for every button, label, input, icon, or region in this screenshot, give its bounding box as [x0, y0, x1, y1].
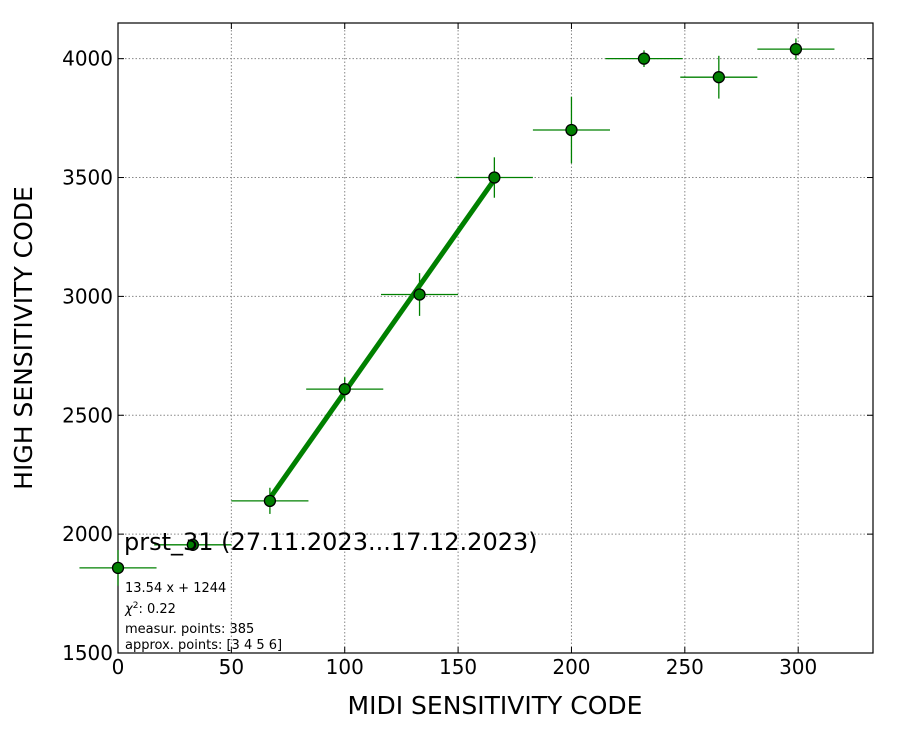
- chi-squared-label: χ2: 0.22: [124, 601, 176, 617]
- y-tick-label: 3500: [62, 166, 113, 190]
- measur-points-note: measur. points: 385: [125, 622, 254, 637]
- chi-squared-value: : 0.22: [138, 602, 175, 617]
- x-tick-label: 50: [219, 655, 244, 679]
- x-tick-label: 300: [779, 655, 817, 679]
- data-point: [712, 71, 725, 84]
- x-tick-label: 0: [112, 655, 125, 679]
- plot-frame: [117, 22, 874, 654]
- data-point: [263, 494, 277, 507]
- approx-points-note: approx. points: [3 4 5 6]: [125, 638, 282, 653]
- fit-line: [267, 178, 497, 500]
- data-point: [789, 43, 803, 56]
- x-axis-title: MIDI SENSITIVITY CODE: [348, 691, 643, 720]
- data-point: [111, 561, 125, 575]
- fit-equation: 13.54 x + 1244: [125, 581, 226, 596]
- x-tick-label: 200: [552, 655, 590, 679]
- data-point: [338, 382, 351, 396]
- data-point: [488, 171, 501, 184]
- data-point: [565, 123, 578, 137]
- y-tick-label: 2500: [62, 403, 113, 427]
- y-axis-title: HIGH SENSITIVITY CODE: [9, 186, 38, 490]
- data-point: [413, 288, 426, 301]
- data-point: [637, 52, 651, 65]
- y-tick-label: 1500: [62, 641, 113, 665]
- y-tick-label: 4000: [62, 47, 113, 71]
- x-tick-label: 250: [666, 655, 704, 679]
- x-tick-label: 150: [439, 655, 477, 679]
- y-tick-label: 2000: [62, 522, 113, 546]
- data-point: [186, 538, 199, 551]
- y-tick-label: 3000: [62, 284, 113, 308]
- x-tick-label: 100: [326, 655, 364, 679]
- chart-title: prst_31 (27.11.2023...17.12.2023): [124, 528, 538, 556]
